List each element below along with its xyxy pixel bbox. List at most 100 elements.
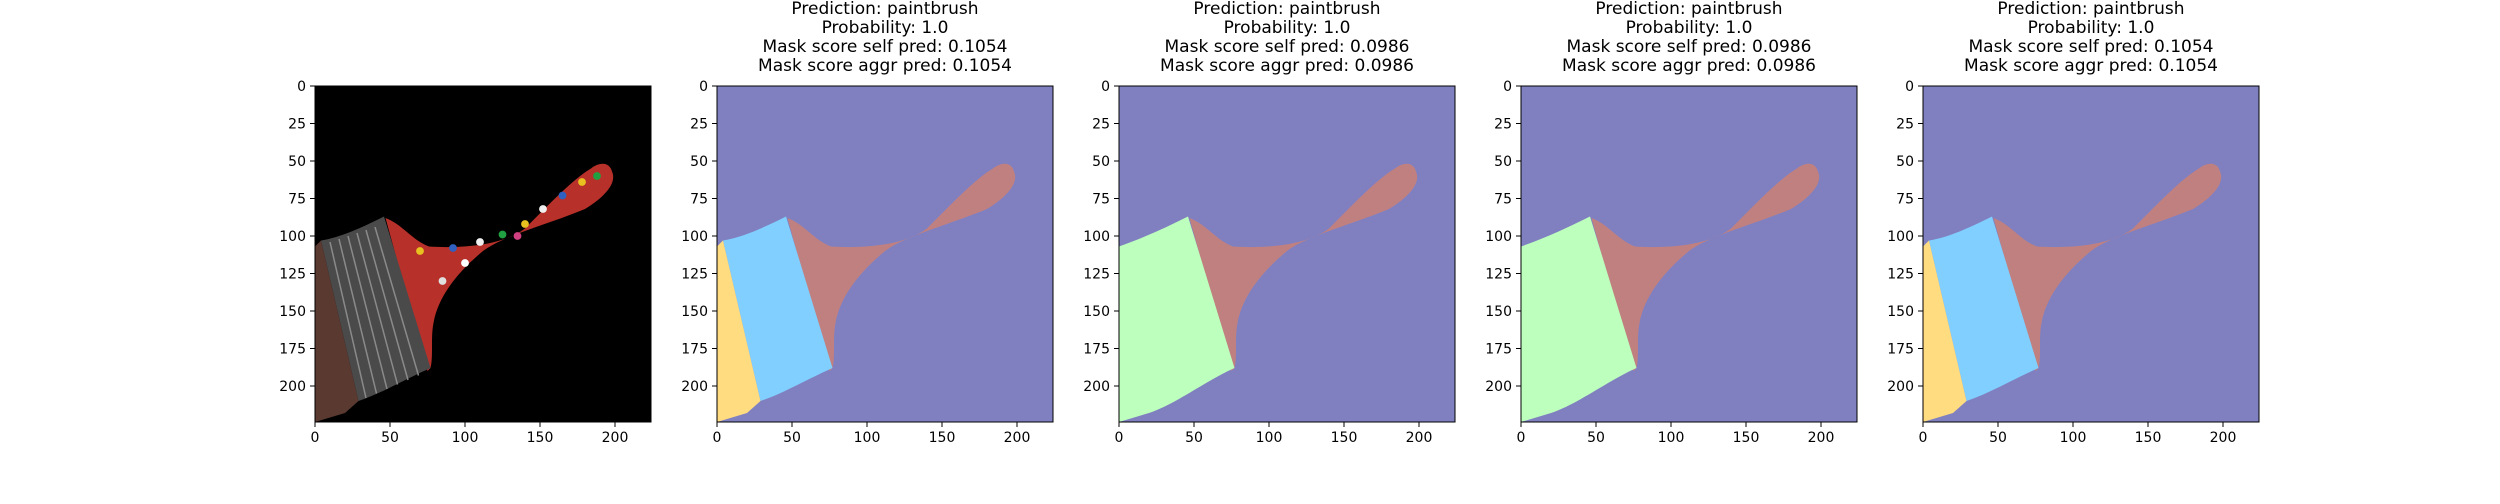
paint-splatter bbox=[438, 277, 447, 285]
y-tick-label: 50 bbox=[1494, 154, 1512, 170]
paint-splatter bbox=[476, 238, 484, 246]
y-tick-label: 0 bbox=[1905, 79, 1914, 95]
y-tick-label: 100 bbox=[279, 229, 306, 245]
panel-title: Prediction: paintbrush Probability: 1.0 Ma… bbox=[1117, 0, 1457, 76]
title-line: Mask score self pred: 0.0986 bbox=[1566, 37, 1812, 57]
x-tick-label: 0 bbox=[1517, 430, 1526, 446]
y-tick-label: 125 bbox=[279, 267, 306, 283]
panel-4: 0 50 100 150 200 0 25 50 75 100 125 150 175 200 bbox=[1485, 79, 1858, 446]
panel-2: 0 50 100 150 200 0 25 50 75 100 125 150 175 200 bbox=[681, 79, 1054, 446]
x-tick-label: 200 bbox=[1808, 430, 1835, 446]
paint-splatter bbox=[558, 191, 567, 200]
y-tick-label: 100 bbox=[1485, 229, 1512, 245]
brush-handle-photo bbox=[385, 163, 614, 371]
y-tick-label: 150 bbox=[1887, 304, 1914, 320]
y-tick-label: 0 bbox=[1101, 79, 1110, 95]
y-tick-label: 50 bbox=[288, 154, 306, 170]
mask-ferrule bbox=[1929, 216, 2039, 401]
y-tick-label: 150 bbox=[1083, 304, 1110, 320]
y-tick-label: 200 bbox=[1887, 379, 1914, 395]
panel-5: 0 50 100 150 200 0 25 50 75 100 125 150 175 200 bbox=[1887, 79, 2260, 446]
mask-head bbox=[1119, 216, 1235, 422]
y-tick-label: 0 bbox=[297, 79, 306, 95]
ferrule-ridge bbox=[347, 235, 388, 390]
mask-ferrule bbox=[723, 216, 833, 401]
title-line: Probability: 1.0 bbox=[1223, 18, 1351, 38]
paint-splatter bbox=[513, 232, 522, 240]
title-line: Prediction: paintbrush bbox=[1997, 0, 2185, 19]
title-line: Mask score self pred: 0.1054 bbox=[1968, 37, 2214, 57]
paint-splatter bbox=[578, 178, 586, 186]
title-line: Prediction: paintbrush bbox=[1193, 0, 1381, 19]
title-line: Prediction: paintbrush bbox=[791, 0, 979, 19]
panel-1: 0 50 100 150 200 0 25 50 75 100 125 150 175 200 bbox=[279, 79, 652, 446]
axes-frame bbox=[314, 85, 652, 423]
axes-frame bbox=[1922, 85, 2260, 423]
title-line: Mask score self pred: 0.0986 bbox=[1164, 37, 1410, 57]
x-tick-label: 100 bbox=[1658, 430, 1685, 446]
x-tick-label: 150 bbox=[1733, 430, 1760, 446]
y-tick-label: 175 bbox=[1887, 342, 1914, 358]
y-tick-label: 100 bbox=[1083, 229, 1110, 245]
x-tick-label: 150 bbox=[527, 430, 554, 446]
x-tick-label: 150 bbox=[929, 430, 956, 446]
y-tick-label: 150 bbox=[1485, 304, 1512, 320]
y-tick-label: 125 bbox=[681, 267, 708, 283]
y-tick-label: 0 bbox=[699, 79, 708, 95]
y-tick-label: 175 bbox=[1485, 342, 1512, 358]
title-line: Mask score aggr pred: 0.0986 bbox=[1562, 56, 1816, 76]
y-tick-label: 25 bbox=[690, 117, 708, 133]
y-tick-label: 200 bbox=[279, 379, 306, 395]
y-tick-label: 125 bbox=[1887, 267, 1914, 283]
paint-splatter bbox=[461, 259, 469, 267]
x-tick-label: 0 bbox=[1115, 430, 1124, 446]
x-tick-label: 100 bbox=[854, 430, 881, 446]
y-tick-label: 200 bbox=[1485, 379, 1512, 395]
y-tick-label: 75 bbox=[1896, 192, 1914, 208]
x-tick-label: 150 bbox=[2135, 430, 2162, 446]
panel-title: Prediction: paintbrush Probability: 1.0 Ma… bbox=[715, 0, 1055, 76]
paint-splatter bbox=[521, 220, 529, 228]
y-tick-label: 25 bbox=[1092, 117, 1110, 133]
x-tick-label: 50 bbox=[381, 430, 399, 446]
panel-3: 0 50 100 150 200 0 25 50 75 100 125 150 175 200 bbox=[1083, 79, 1456, 446]
title-line: Probability: 1.0 bbox=[821, 18, 949, 38]
y-tick-label: 50 bbox=[1896, 154, 1914, 170]
mask-handle bbox=[1591, 163, 1820, 371]
y-tick-label: 25 bbox=[1896, 117, 1914, 133]
x-tick-label: 100 bbox=[2060, 430, 2087, 446]
ferrule-ridge bbox=[356, 232, 399, 385]
x-tick-label: 0 bbox=[311, 430, 320, 446]
panel-title: Prediction: paintbrush Probability: 1.0 Ma… bbox=[1519, 0, 1859, 76]
y-tick-label: 150 bbox=[681, 304, 708, 320]
mask-handle bbox=[1189, 163, 1418, 371]
x-tick-label: 50 bbox=[1185, 430, 1203, 446]
title-line: Probability: 1.0 bbox=[1625, 18, 1753, 38]
y-tick-label: 100 bbox=[681, 229, 708, 245]
title-line: Mask score aggr pred: 0.1054 bbox=[1964, 56, 2218, 76]
paint-splatter bbox=[539, 205, 547, 213]
y-tick-label: 100 bbox=[1887, 229, 1914, 245]
axes-frame bbox=[716, 85, 1054, 423]
y-tick-label: 175 bbox=[681, 342, 708, 358]
y-tick-label: 175 bbox=[279, 342, 306, 358]
title-line: Mask score aggr pred: 0.0986 bbox=[1160, 56, 1414, 76]
x-tick-label: 50 bbox=[1989, 430, 2007, 446]
mask-head bbox=[1521, 216, 1637, 422]
y-tick-label: 200 bbox=[681, 379, 708, 395]
y-tick-label: 50 bbox=[690, 154, 708, 170]
y-tick-label: 75 bbox=[1494, 192, 1512, 208]
x-tick-label: 100 bbox=[452, 430, 479, 446]
mask-bristles bbox=[717, 240, 761, 422]
y-tick-label: 25 bbox=[1494, 117, 1512, 133]
panel-title: Prediction: paintbrush Probability: 1.0 Ma… bbox=[1921, 0, 2261, 76]
x-tick-label: 200 bbox=[1406, 430, 1433, 446]
brush-ferrule-photo bbox=[321, 216, 431, 401]
x-tick-label: 200 bbox=[1004, 430, 1031, 446]
paint-splatter bbox=[449, 244, 457, 252]
axes-frame bbox=[1118, 85, 1456, 423]
mask-bristles bbox=[1923, 240, 1967, 422]
x-tick-label: 50 bbox=[783, 430, 801, 446]
